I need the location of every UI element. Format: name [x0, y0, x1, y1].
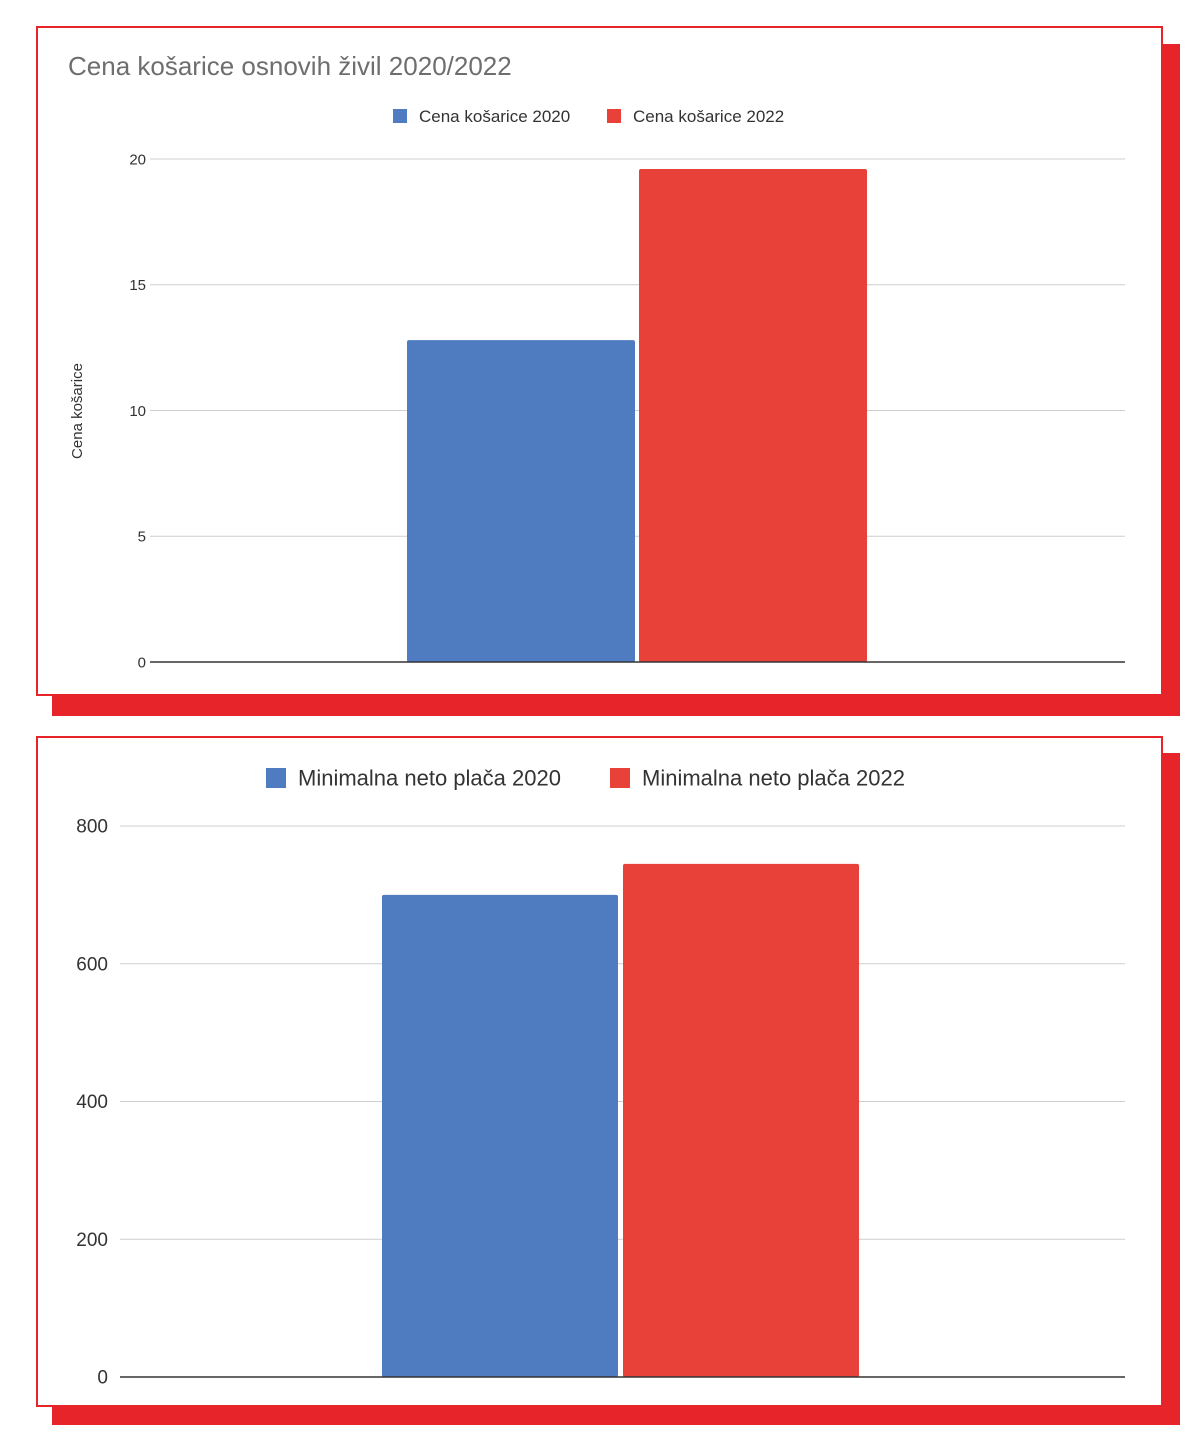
- y-tick-label: 200: [76, 1230, 108, 1251]
- chart-title: Cena košarice osnovih živil 2020/2022: [68, 51, 512, 81]
- legend-label: Cena košarice 2020: [419, 107, 570, 126]
- chart-2-panel: 0 200 400 600 800 Minimalna neto plača 2020 Mi…: [36, 736, 1163, 1407]
- y-tick-label: 20: [129, 151, 146, 168]
- bar-2020: [407, 340, 635, 662]
- legend-label: Cena košarice 2022: [633, 107, 784, 126]
- y-tick-label: 600: [76, 954, 108, 975]
- y-axis-label: Cena košarice: [69, 363, 86, 459]
- y-tick-label: 15: [129, 277, 146, 294]
- bar-2022: [623, 863, 859, 1377]
- y-tick-label: 5: [138, 529, 146, 546]
- legend-swatch: [610, 768, 630, 788]
- legend-swatch: [393, 109, 407, 123]
- y-tick-label: 0: [97, 1368, 108, 1389]
- y-tick-label: 400: [76, 1092, 108, 1113]
- chart-1-svg: 0 5 10 15 20 Cena košarice osnovih živil 2020…: [68, 51, 1125, 671]
- y-tick-label: 10: [129, 403, 146, 420]
- chart-1-panel: 0 5 10 15 20 Cena košarice osnovih živil 2020…: [36, 26, 1163, 696]
- legend-label: Minimalna neto plača 2022: [642, 766, 905, 791]
- chart-2-svg: 0 200 400 600 800 Minimalna neto plača 2020 Mi…: [76, 766, 1125, 1389]
- y-tick-label: 800: [76, 817, 108, 838]
- bar-2022: [639, 169, 867, 662]
- y-tick-label: 0: [138, 654, 146, 671]
- legend-swatch: [607, 109, 621, 123]
- legend-label: Minimalna neto plača 2020: [298, 766, 561, 791]
- legend-swatch: [266, 768, 286, 788]
- bar-2020: [382, 894, 618, 1377]
